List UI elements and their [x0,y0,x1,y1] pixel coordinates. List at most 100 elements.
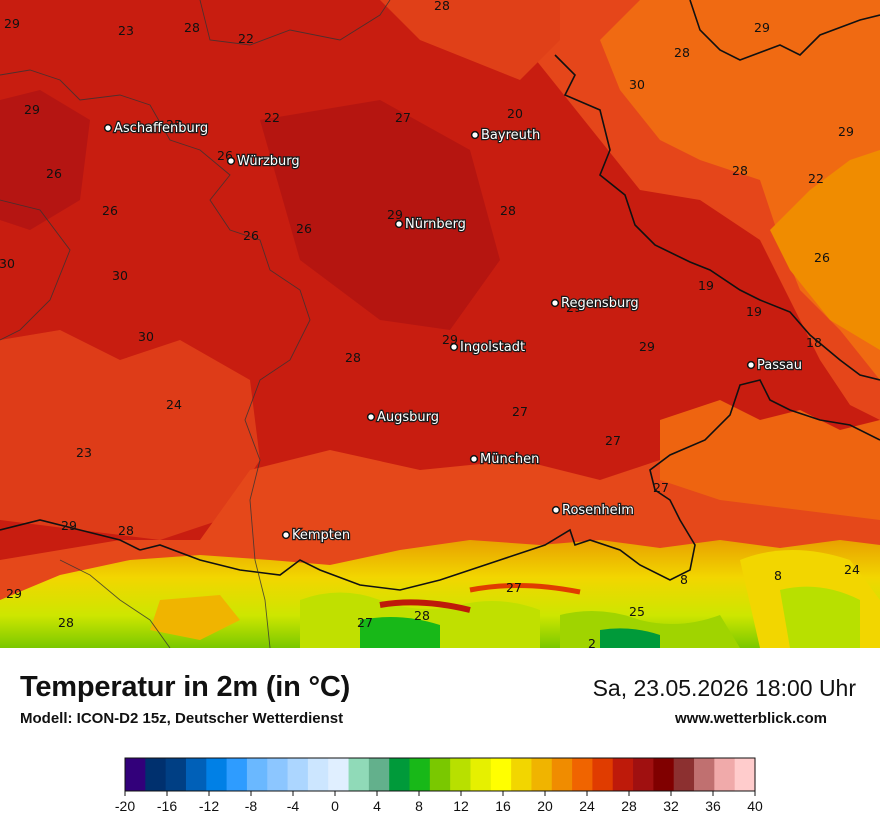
city-marker[interactable]: Nürnberg [394,216,467,233]
legend-tick-label: 36 [705,798,721,814]
legend-tick-label: 24 [579,798,595,814]
temperature-value-label: 29 [4,16,20,31]
temperature-map[interactable]: 28 29 23 28 22 29 20 28 30 29 25 22 27 29 26 26 28 28 22 29… [0,0,880,648]
temperature-value-label: 18 [806,335,822,350]
legend-color-swatch [450,758,472,791]
temperature-value-label: 28 [732,163,748,178]
temperature-value-label: 27 [605,433,621,448]
city-marker[interactable]: Ingolstadt [449,339,526,356]
temperature-value-label: 30 [0,256,15,271]
legend-tick-label: 28 [621,798,637,814]
legend-color-swatch [429,758,451,791]
legend-tick-label: 0 [331,798,339,814]
legend-color-swatch [246,758,268,791]
legend-color-swatch [409,758,431,791]
legend-tick-label: 20 [537,798,553,814]
city-marker[interactable]: Kempten [281,527,351,544]
temperature-value-label: 19 [746,304,762,319]
city-dot [550,298,560,308]
legend-color-swatch [348,758,370,791]
temperature-value-label: 23 [76,445,92,460]
legend-color-swatch [551,758,573,791]
city-marker[interactable]: Augsburg [366,409,440,426]
state-borders [0,0,391,648]
legend-tick-label: -20 [115,798,135,814]
legend-color-swatch [368,758,390,791]
legend-color-swatch [125,758,146,791]
temperature-value-label: 8 [774,568,782,583]
legend-tick-label: 8 [415,798,423,814]
legend-color-swatch [511,758,533,791]
legend-color-swatch [287,758,309,791]
temperature-value-label: 27 [395,110,411,125]
temperature-value-label: 28 [58,615,74,630]
city-dot [746,360,756,370]
temperature-value-label: 27 [653,480,669,495]
temperature-value-label: 24 [844,562,860,577]
city-marker[interactable]: Regensburg [550,295,640,312]
temperature-value-label: 26 [243,228,259,243]
temperature-value-label: 8 [680,572,688,587]
temperature-value-label: 30 [138,329,154,344]
website-link[interactable]: www.wetterblick.com [675,710,827,727]
temperature-value-label: 29 [639,339,655,354]
city-marker[interactable]: München [469,451,541,468]
legend-color-swatch [531,758,553,791]
city-label: Würzburg [237,154,300,169]
temperature-value-label: 27 [357,615,373,630]
legend-tick-label: -12 [199,798,219,814]
city-marker[interactable]: Aschaffenburg [103,120,209,137]
temperature-value-label: 26 [814,250,830,265]
legend-frame [124,757,756,792]
legend-color-swatch [389,758,411,791]
city-label: Rosenheim [562,503,634,518]
temperature-value-label: 20 [507,106,523,121]
city-marker[interactable]: Rosenheim [551,502,635,519]
city-marker[interactable]: Bayreuth [470,127,541,144]
city-label: Nürnberg [405,217,466,232]
legend-color-swatch [165,758,187,791]
temperature-value-label: 28 [118,523,134,538]
temperature-value-label: 28 [345,350,361,365]
temperature-value-label: 29 [566,300,582,315]
city-label: Passau [757,358,802,373]
city-label: München [480,452,539,467]
city-dot [551,505,561,515]
legend-color-swatch [734,758,756,791]
city-label: Aschaffenburg [114,121,208,136]
legend-tick-label: 32 [663,798,679,814]
legend-color-swatch [307,758,329,791]
legend-color-swatch [490,758,512,791]
legend-tick-label: 4 [373,798,381,814]
temperature-value-label: 26 [102,203,118,218]
legend-color-swatch [673,758,695,791]
legend-color-swatch [633,758,654,791]
city-marker[interactable]: Passau [746,357,803,374]
city-dot [103,123,113,133]
legend-color-swatch [206,758,228,791]
temperature-value-label: 27 [512,404,528,419]
temperature-value-label: 28 [674,45,690,60]
temperature-value-label: 26 [46,166,62,181]
country-borders [0,0,880,591]
legend-color-swatch [145,758,167,791]
temperature-value-label: 29 [61,518,77,533]
map-footer: Temperatur in 2m (in °C) Modell: ICON-D2… [0,648,880,830]
temperature-value-label: 27 [506,580,522,595]
temperature-value-label: 24 [166,397,182,412]
temperature-value-label: 30 [629,77,645,92]
temperature-value-label: 2 [588,636,596,648]
temperature-value-label: 29 [754,20,770,35]
temperature-value-label: 28 [434,0,450,13]
temperature-value-label: 25 [629,604,645,619]
city-label: Regensburg [561,296,639,311]
city-marker[interactable]: Würzburg [226,153,301,170]
legend-color-swatch [572,758,594,791]
legend-color-swatch [592,758,614,791]
legend-color-swatch [714,758,736,791]
temperature-value-label: 28 [414,608,430,623]
legend-tick-label: 16 [495,798,511,814]
alpine-patches [150,550,880,648]
temperature-value-label: 26 [296,221,312,236]
city-dot [470,130,480,140]
